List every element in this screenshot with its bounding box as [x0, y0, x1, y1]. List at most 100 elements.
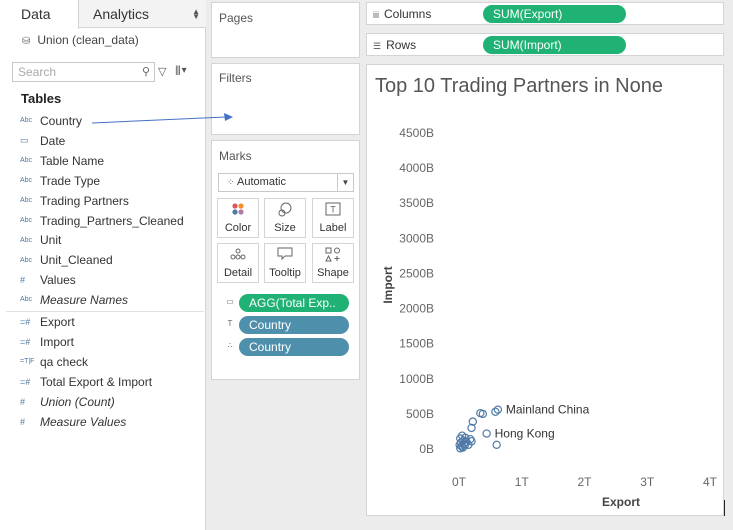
field-item[interactable]: # Values: [20, 272, 76, 290]
data-point: [457, 441, 466, 451]
pill-country-label[interactable]: Country: [239, 316, 349, 334]
tooltip-button[interactable]: Tooltip: [264, 243, 306, 283]
string-type-icon: Abc: [20, 117, 33, 125]
pages-title: Pages: [219, 11, 254, 25]
field-item[interactable]: Abc Table Name: [20, 153, 104, 171]
data-point: [468, 417, 478, 426]
y-tick-label: 4000B: [399, 161, 434, 175]
field-item[interactable]: # Measure Values: [20, 414, 126, 432]
marks-card: Marks ⁘ Automatic ▼ Color Size T Label: [211, 140, 360, 380]
field-item[interactable]: Abc Measure Names: [20, 292, 128, 310]
size-button[interactable]: Size: [264, 198, 306, 238]
color-button[interactable]: Color: [217, 198, 259, 238]
field-label: Export: [40, 314, 75, 329]
columns-pill[interactable]: SUM(Export): [483, 5, 626, 23]
field-item[interactable]: Abc Trade Type: [20, 173, 100, 191]
data-point: [476, 408, 485, 418]
field-item[interactable]: Abc Trading Partners: [20, 193, 129, 211]
data-point: [482, 429, 491, 438]
detail-icon: [218, 247, 258, 267]
data-pane: Data Analytics ▲▼ ⛁ Union (clean_data) ⚲…: [0, 0, 206, 530]
field-item[interactable]: # Union (Count): [20, 394, 115, 412]
data-point: [493, 405, 503, 414]
field-label: Measure Values: [40, 414, 127, 429]
search-icon[interactable]: ⚲: [141, 66, 150, 78]
pane-toggle-icon[interactable]: ▲ ▼: [192, 7, 200, 21]
data-point: [456, 444, 465, 453]
columns-shelf[interactable]: iii Columns SUM(Export): [366, 2, 724, 25]
view-options-icon[interactable]: ||| ▾: [175, 65, 187, 76]
number-type-icon: #: [20, 396, 26, 407]
field-item[interactable]: Abc Trading_Partners_Cleaned: [20, 213, 184, 231]
x-tick-label: 2T: [577, 475, 592, 489]
mark-type-value: Automatic: [237, 176, 286, 188]
filters-title: Filters: [219, 71, 252, 85]
rows-icon: ☰: [373, 41, 382, 51]
filter-icon[interactable]: ▽: [158, 66, 167, 78]
field-item[interactable]: ▭ Date: [20, 133, 65, 151]
pages-card[interactable]: Pages: [211, 2, 360, 58]
field-label: Import: [40, 334, 75, 349]
pill-agg-total[interactable]: AGG(Total Exp..: [239, 294, 349, 312]
tables-heading: Tables: [21, 91, 62, 106]
rows-label-wrap: ☰ Rows: [373, 38, 416, 52]
field-item[interactable]: Abc Country: [20, 113, 82, 131]
data-point: [460, 441, 469, 450]
data-point-label: Hong Kong: [495, 427, 555, 441]
field-item[interactable]: =# Total Export & Import: [20, 374, 152, 392]
color-dots-icon: [218, 202, 258, 222]
field-label: Trade Type: [40, 173, 101, 188]
chart-view: Top 10 Trading Partners in None 0B 500B 10…: [366, 64, 724, 516]
y-tick-label: 500B: [406, 407, 434, 421]
y-tick-label: 2500B: [399, 266, 434, 280]
field-item[interactable]: =# Export: [20, 314, 75, 332]
string-type-icon: Abc: [20, 256, 33, 264]
string-type-icon: Abc: [20, 196, 33, 204]
detail-button[interactable]: Detail: [217, 243, 259, 283]
field-item[interactable]: Abc Unit_Cleaned: [20, 252, 113, 270]
pill-country-detail[interactable]: Country: [239, 338, 349, 356]
pane-tabs: Data Analytics ▲ ▼: [0, 0, 206, 29]
number-type-icon: =T|F: [20, 358, 35, 366]
detail-label: Detail: [223, 267, 253, 279]
mark-type-dropdown[interactable]: ⁘ Automatic ▼: [218, 173, 354, 192]
columns-label-wrap: iii Columns: [373, 7, 431, 21]
field-label: Country: [40, 113, 83, 128]
scatter-plot: 0B 500B 1000B 1500B 2000B 2500B 3000B 3500B 4000…: [381, 126, 718, 509]
chevron-down-icon[interactable]: ▼: [337, 174, 353, 191]
y-tick-label: 3000B: [399, 231, 434, 245]
x-axis-title: Export: [602, 495, 640, 509]
label-label: Label: [319, 222, 347, 234]
datasource-label: Union (clean_data): [37, 33, 139, 47]
filters-card[interactable]: Filters: [211, 63, 360, 135]
datasource-item[interactable]: ⛁ Union (clean_data): [22, 33, 139, 47]
tab-analytics[interactable]: Analytics ▲ ▼: [79, 0, 206, 28]
rows-label: Rows: [386, 38, 417, 52]
string-type-icon: Abc: [20, 296, 33, 304]
columns-label: Columns: [384, 7, 432, 21]
string-type-icon: Abc: [20, 157, 33, 165]
label-button[interactable]: T Label: [312, 198, 354, 238]
tooltip-icon: ▭: [226, 297, 234, 306]
field-item[interactable]: Abc Unit: [20, 232, 61, 250]
rows-shelf[interactable]: ☰ Rows SUM(Import): [366, 33, 724, 56]
detail-icon: ∴: [227, 341, 233, 350]
y-tick-label: 0B: [419, 442, 434, 456]
y-axis-title: Import: [381, 266, 395, 303]
shape-button[interactable]: Shape: [312, 243, 354, 283]
field-label: Trading Partners: [40, 193, 129, 208]
rows-pill[interactable]: SUM(Import): [483, 36, 626, 54]
x-tick-label: 0T: [452, 475, 467, 489]
divider: [6, 311, 204, 312]
field-label: Table Name: [40, 153, 105, 168]
number-type-icon: #: [20, 275, 26, 286]
tab-data[interactable]: Data: [0, 0, 79, 29]
columns-icon: iii: [373, 10, 379, 20]
label-icon: T: [227, 319, 233, 328]
search-input[interactable]: [13, 63, 133, 81]
field-item[interactable]: =# Import: [20, 334, 74, 352]
field-item[interactable]: =T|F qa check: [20, 354, 88, 372]
number-type-icon: =#: [20, 316, 31, 327]
mark-type-icon: ⁘: [227, 177, 238, 187]
field-label: Total Export & Import: [40, 374, 153, 389]
